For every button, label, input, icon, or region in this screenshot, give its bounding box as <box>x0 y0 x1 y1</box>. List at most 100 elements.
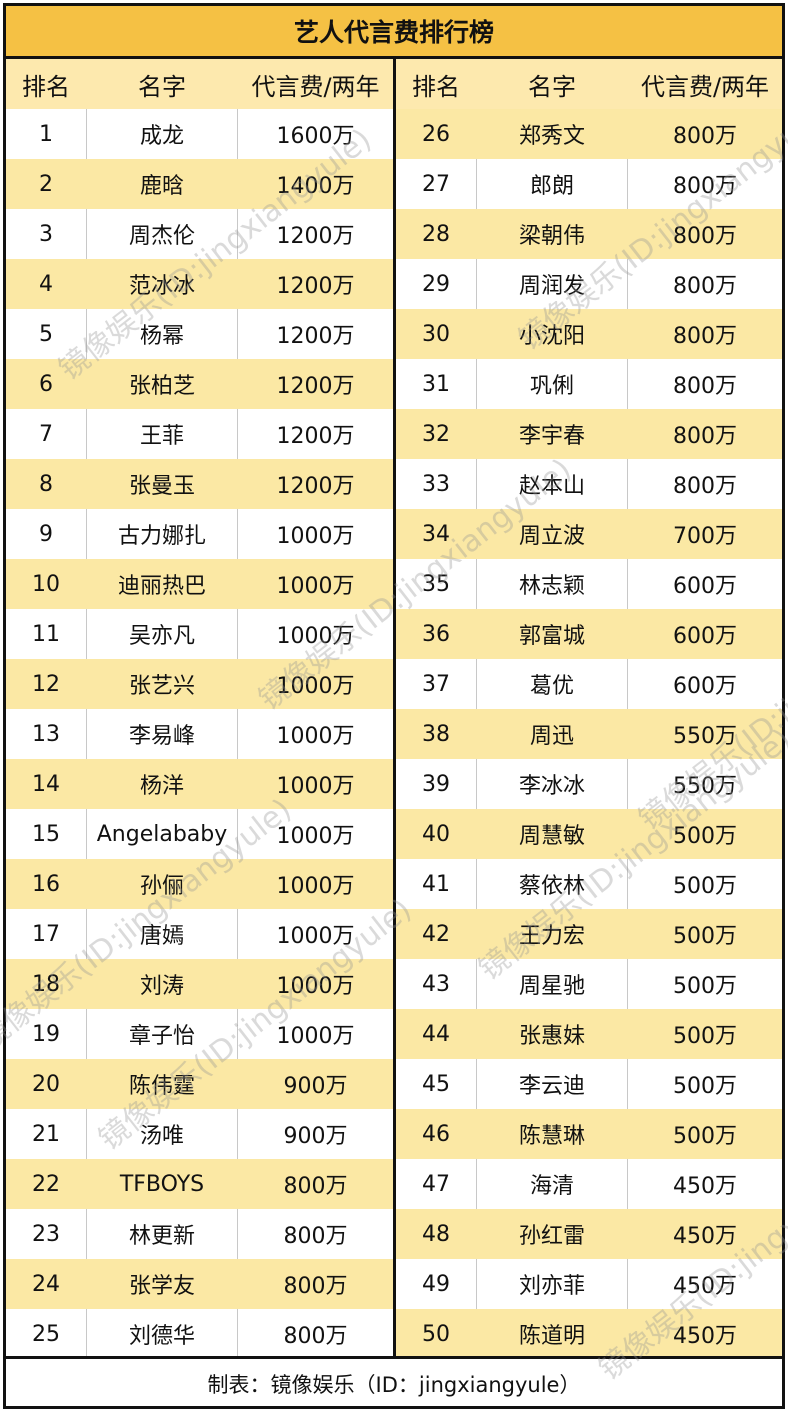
table-row: 2 鹿晗 1400万 <box>6 159 393 209</box>
cell-fee: 1200万 <box>276 374 355 399</box>
cell-rank: 50 <box>422 1321 450 1347</box>
table-row: 18 刘涛 1000万 <box>6 959 393 1009</box>
cell-rank: 26 <box>422 121 450 147</box>
cell-name: 蔡依林 <box>476 859 628 909</box>
cell-name: 李宇春 <box>518 424 585 449</box>
cell-fee: 500万 <box>673 1074 737 1099</box>
table-row: 14 杨洋 1000万 <box>6 759 393 809</box>
table-row: 22 TFBOYS 800万 <box>6 1159 393 1209</box>
cell-fee: 450万 <box>673 1224 737 1249</box>
table-row: 12 张艺兴 1000万 <box>6 659 393 709</box>
column-header-rank: 排名 <box>22 72 70 101</box>
cell-rank: 40 <box>422 821 450 847</box>
table-row: 50 陈道明 450万 <box>396 1309 782 1359</box>
cell-name: 成龙 <box>86 109 238 159</box>
cell-name: 唐嫣 <box>86 909 238 959</box>
cell-fee: 800万 <box>673 174 737 199</box>
cell-fee: 1000万 <box>276 874 355 899</box>
cell-rank: 2 <box>39 171 53 197</box>
column-header-fee: 代言费/两年 <box>640 72 770 101</box>
table-row: 16 孙俪 1000万 <box>6 859 393 909</box>
cell-fee: 900万 <box>283 1074 348 1099</box>
cell-name: 郑秀文 <box>518 124 585 149</box>
table-row: 26 郑秀文 800万 <box>396 109 782 159</box>
cell-fee: 800万 <box>673 324 737 349</box>
table-row: 10 迪丽热巴 1000万 <box>6 559 393 609</box>
cell-fee: 1200万 <box>276 324 355 349</box>
cell-rank: 15 <box>32 821 60 847</box>
cell-rank: 35 <box>422 571 450 597</box>
cell-fee: 800万 <box>673 474 737 499</box>
cell-name: 张曼玉 <box>128 474 195 499</box>
table-row: 28 梁朝伟 800万 <box>396 209 782 259</box>
cell-fee: 1000万 <box>276 724 355 749</box>
table-row: 24 张学友 800万 <box>6 1259 393 1309</box>
cell-name: 周慧敏 <box>518 824 585 849</box>
table-row: 21 汤唯 900万 <box>6 1109 393 1159</box>
cell-fee: 600万 <box>673 574 737 599</box>
table-row: 31 巩俐 800万 <box>396 359 782 409</box>
cell-fee: 800万 <box>283 1224 348 1249</box>
table-row: 5 杨幂 1200万 <box>6 309 393 359</box>
table-row: 7 王菲 1200万 <box>6 409 393 459</box>
table-row: 20 陈伟霆 900万 <box>6 1059 393 1109</box>
table-row: 42 王力宏 500万 <box>396 909 782 959</box>
cell-rank: 5 <box>39 321 53 347</box>
cell-fee: 1000万 <box>276 924 355 949</box>
table-row: 46 陈慧琳 500万 <box>396 1109 782 1159</box>
cell-fee: 800万 <box>283 1174 348 1199</box>
table-row: 36 郭富城 600万 <box>396 609 782 659</box>
table-row: 35 林志颖 600万 <box>396 559 782 609</box>
cell-rank: 31 <box>422 371 450 397</box>
cell-rank: 49 <box>422 1271 450 1297</box>
cell-name: 鹿晗 <box>139 174 184 199</box>
cell-name: 李云迪 <box>476 1059 628 1109</box>
cell-rank: 32 <box>422 421 450 447</box>
table-row: 17 唐嫣 1000万 <box>6 909 393 959</box>
cell-rank: 12 <box>32 671 60 697</box>
cell-name: 杨幂 <box>86 309 238 359</box>
cell-name: 张艺兴 <box>128 674 195 699</box>
cell-name: 周杰伦 <box>86 209 238 259</box>
table-row: 8 张曼玉 1200万 <box>6 459 393 509</box>
cell-name: 王力宏 <box>518 924 585 949</box>
cell-fee: 500万 <box>673 1024 737 1049</box>
cell-rank: 4 <box>39 271 53 297</box>
cell-name: 孙红雷 <box>518 1224 585 1249</box>
table-row: 4 范冰冰 1200万 <box>6 259 393 309</box>
cell-rank: 14 <box>32 771 60 797</box>
cell-name: 葛优 <box>476 659 628 709</box>
cell-name: 刘涛 <box>139 974 184 999</box>
cell-fee: 500万 <box>673 874 737 899</box>
cell-name: 周迅 <box>529 724 574 749</box>
cell-rank: 28 <box>422 221 450 247</box>
cell-name: 章子怡 <box>86 1009 238 1059</box>
cell-name: Angelababy <box>86 809 238 859</box>
table-footer-credit: 制表：镜像娱乐（ID：jingxiangyule） <box>6 1356 782 1409</box>
cell-rank: 7 <box>39 421 53 447</box>
cell-fee: 1000万 <box>276 824 355 849</box>
table-row: 41 蔡依林 500万 <box>396 859 782 909</box>
table-title: 艺人代言费排行榜 <box>6 6 782 59</box>
cell-name: TFBOYS <box>119 1171 205 1197</box>
table-row: 40 周慧敏 500万 <box>396 809 782 859</box>
cell-fee: 800万 <box>673 374 737 399</box>
column-header-name: 名字 <box>528 72 576 101</box>
cell-name: 范冰冰 <box>128 274 195 299</box>
table-row: 19 章子怡 1000万 <box>6 1009 393 1059</box>
cell-fee: 700万 <box>673 524 737 549</box>
cell-name: 林更新 <box>86 1209 238 1259</box>
cell-rank: 30 <box>422 321 450 347</box>
cell-name: 林志颖 <box>476 559 628 609</box>
cell-fee: 800万 <box>673 124 737 149</box>
cell-fee: 800万 <box>673 274 737 299</box>
table-row: 47 海清 450万 <box>396 1159 782 1209</box>
cell-name: 王菲 <box>86 409 238 459</box>
cell-rank: 8 <box>39 471 53 497</box>
cell-name: 郭富城 <box>518 624 585 649</box>
cell-rank: 18 <box>32 971 60 997</box>
cell-name: 陈道明 <box>518 1324 585 1349</box>
cell-fee: 800万 <box>283 1324 348 1349</box>
cell-fee: 1200万 <box>276 474 355 499</box>
table-row: 49 刘亦菲 450万 <box>396 1259 782 1309</box>
